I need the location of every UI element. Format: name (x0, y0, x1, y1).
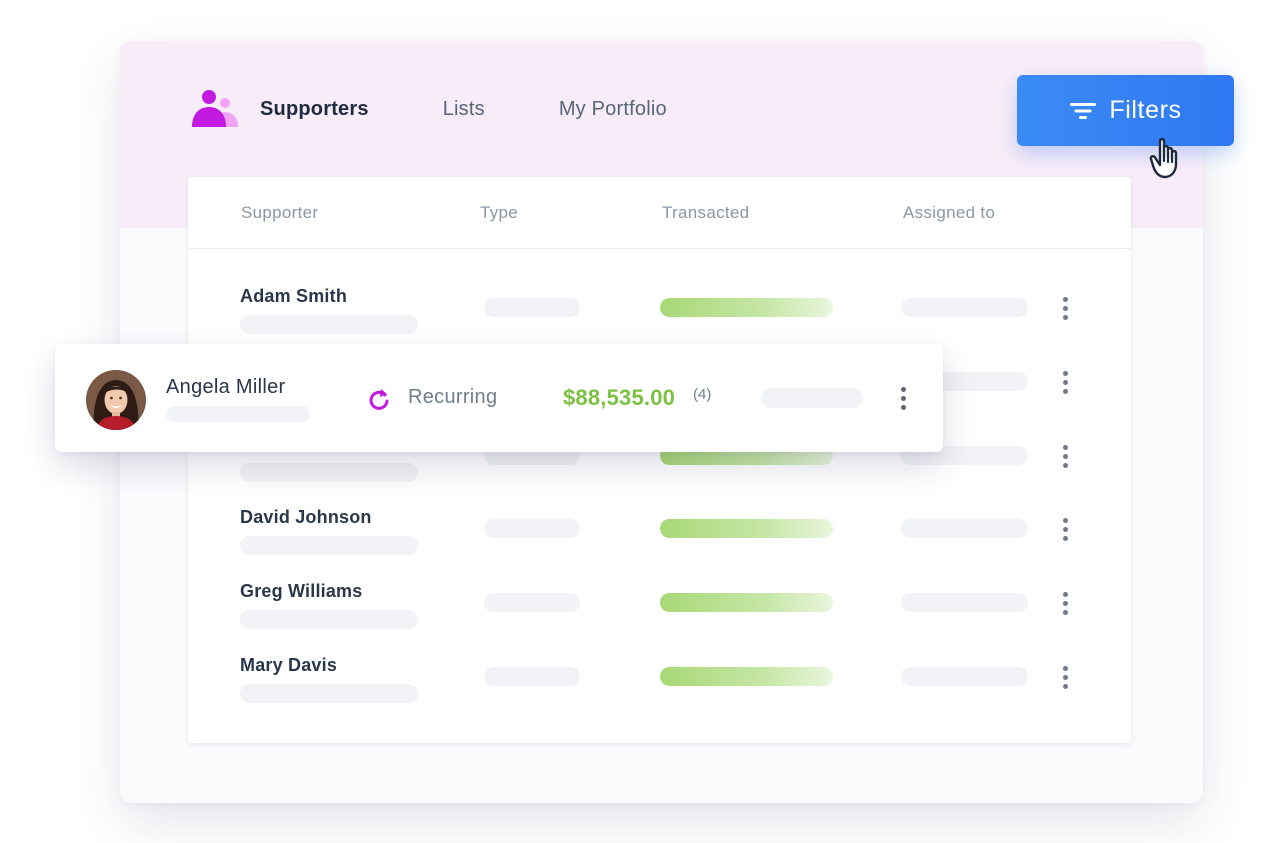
column-header-supporter[interactable]: Supporter (241, 203, 319, 222)
placeholder-bar (240, 315, 418, 334)
transacted-bar (660, 667, 833, 686)
transacted-bar (660, 593, 833, 612)
table-row[interactable]: Greg Williams (188, 581, 1131, 641)
type-placeholder (484, 667, 580, 686)
more-options-icon[interactable] (1054, 368, 1076, 396)
placeholder-bar (240, 610, 418, 629)
assigned-placeholder (901, 667, 1028, 686)
tab-my-portfolio[interactable]: My Portfolio (558, 97, 667, 120)
placeholder-bar (240, 536, 418, 555)
tab-supporters[interactable]: Supporters (260, 97, 369, 120)
more-options-icon[interactable] (1054, 515, 1076, 543)
supporter-name[interactable]: David Johnson (240, 507, 372, 527)
more-options-icon[interactable] (892, 384, 914, 412)
more-options-icon[interactable] (1054, 663, 1076, 691)
transacted-bar (660, 298, 833, 317)
avatar[interactable] (86, 370, 146, 430)
table-header: Supporter Type Transacted Assigned to (188, 177, 1131, 249)
filters-button[interactable]: Filters (1017, 75, 1234, 146)
supporter-type: Recurring (408, 386, 498, 408)
column-header-transacted[interactable]: Transacted (662, 203, 750, 222)
transacted-bar (660, 519, 833, 538)
placeholder-bar (166, 406, 310, 422)
assigned-placeholder (761, 388, 863, 408)
more-options-icon[interactable] (1054, 294, 1076, 322)
supporter-name[interactable]: Mary Davis (240, 655, 338, 675)
filter-lines-icon (1070, 102, 1097, 119)
placeholder-bar (240, 463, 418, 482)
assigned-placeholder (901, 593, 1028, 612)
more-options-icon[interactable] (1054, 589, 1076, 617)
table-row[interactable]: Mary Davis (188, 655, 1131, 715)
supporters-icon (192, 90, 238, 127)
supporter-name[interactable]: Adam Smith (240, 286, 348, 306)
table-row[interactable]: Adam Smith (188, 286, 1131, 346)
table-row[interactable]: David Johnson (188, 507, 1131, 567)
pointer-hand-icon (1149, 137, 1178, 179)
type-placeholder (484, 298, 580, 317)
placeholder-bar (240, 684, 418, 703)
column-header-type[interactable]: Type (480, 203, 519, 222)
filters-label: Filters (1109, 96, 1182, 124)
transacted-amount: $88,535.00 (563, 385, 676, 410)
supporters-table: Supporter Type Transacted Assigned to Ad… (188, 177, 1131, 743)
assigned-placeholder (901, 298, 1028, 317)
recurring-icon (369, 389, 389, 410)
assigned-placeholder (901, 519, 1028, 538)
supporter-name[interactable]: Angela Miller (166, 376, 286, 398)
top-nav: Supporters Lists My Portfolio (192, 89, 741, 129)
highlighted-supporter-row[interactable]: Angela Miller Recurring $88,535.00 (4) (55, 344, 943, 452)
column-header-assigned-to[interactable]: Assigned to (903, 203, 996, 222)
transaction-count: (4) (693, 386, 712, 403)
tab-lists[interactable]: Lists (442, 97, 485, 120)
type-placeholder (484, 593, 580, 612)
more-options-icon[interactable] (1054, 442, 1076, 470)
type-placeholder (484, 519, 580, 538)
supporter-name[interactable]: Greg Williams (240, 581, 363, 601)
